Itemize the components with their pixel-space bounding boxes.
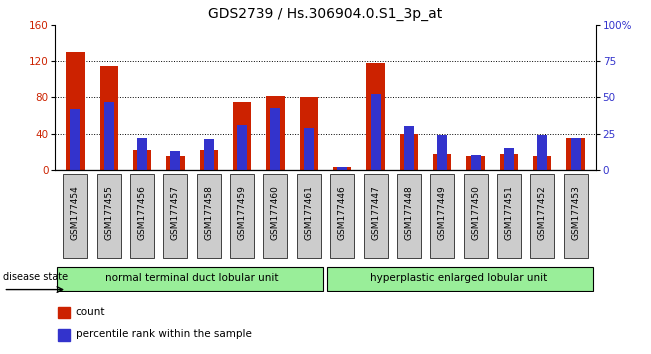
Bar <box>533 156 551 170</box>
Text: GSM177450: GSM177450 <box>471 185 480 240</box>
Bar <box>66 52 85 170</box>
FancyBboxPatch shape <box>264 173 288 258</box>
Text: GSM177452: GSM177452 <box>538 185 547 240</box>
Bar <box>137 138 147 170</box>
Bar <box>504 148 514 170</box>
Bar <box>166 156 185 170</box>
Bar <box>337 167 347 170</box>
Text: GSM177448: GSM177448 <box>404 185 413 240</box>
Bar <box>571 138 581 170</box>
Bar <box>70 109 80 170</box>
Bar <box>370 95 381 170</box>
FancyBboxPatch shape <box>497 173 521 258</box>
FancyBboxPatch shape <box>230 173 254 258</box>
Text: percentile rank within the sample: percentile rank within the sample <box>76 329 251 339</box>
Text: GSM177461: GSM177461 <box>304 185 313 240</box>
Text: disease state: disease state <box>3 272 68 282</box>
Bar <box>100 65 118 170</box>
Text: GSM177458: GSM177458 <box>204 185 214 240</box>
Text: hyperplastic enlarged lobular unit: hyperplastic enlarged lobular unit <box>370 273 547 283</box>
Text: GSM177451: GSM177451 <box>505 185 514 240</box>
FancyBboxPatch shape <box>363 173 387 258</box>
Bar <box>133 150 151 170</box>
Bar <box>537 135 547 170</box>
Text: GSM177453: GSM177453 <box>571 185 580 240</box>
Text: normal terminal duct lobular unit: normal terminal duct lobular unit <box>105 273 279 283</box>
FancyBboxPatch shape <box>57 267 323 291</box>
Bar <box>299 97 318 170</box>
FancyBboxPatch shape <box>531 173 554 258</box>
Bar <box>304 128 314 170</box>
Text: GSM177449: GSM177449 <box>437 185 447 240</box>
Text: GSM177459: GSM177459 <box>238 185 247 240</box>
Bar <box>367 63 385 170</box>
FancyBboxPatch shape <box>330 173 354 258</box>
Bar <box>433 154 451 170</box>
Text: GSM177455: GSM177455 <box>104 185 113 240</box>
Bar <box>58 329 70 341</box>
Bar <box>200 150 218 170</box>
FancyBboxPatch shape <box>197 173 221 258</box>
Text: GSM177454: GSM177454 <box>71 185 80 240</box>
Text: count: count <box>76 307 105 317</box>
Bar <box>437 135 447 170</box>
Bar <box>500 154 518 170</box>
Bar <box>237 125 247 170</box>
FancyBboxPatch shape <box>163 173 187 258</box>
Text: GSM177457: GSM177457 <box>171 185 180 240</box>
Bar <box>404 126 414 170</box>
Bar <box>566 138 585 170</box>
FancyBboxPatch shape <box>397 173 421 258</box>
Bar <box>204 139 214 170</box>
Bar <box>266 96 284 170</box>
Text: GSM177446: GSM177446 <box>338 185 347 240</box>
FancyBboxPatch shape <box>63 173 87 258</box>
Title: GDS2739 / Hs.306904.0.S1_3p_at: GDS2739 / Hs.306904.0.S1_3p_at <box>208 7 443 21</box>
FancyBboxPatch shape <box>564 173 588 258</box>
FancyBboxPatch shape <box>97 173 120 258</box>
Bar <box>270 108 281 170</box>
FancyBboxPatch shape <box>464 173 488 258</box>
Bar <box>333 167 352 170</box>
Bar <box>58 307 70 318</box>
Bar <box>233 102 251 170</box>
Text: GSM177460: GSM177460 <box>271 185 280 240</box>
FancyBboxPatch shape <box>130 173 154 258</box>
FancyBboxPatch shape <box>327 267 593 291</box>
Bar <box>471 155 480 170</box>
Bar <box>400 133 418 170</box>
Bar <box>171 151 180 170</box>
FancyBboxPatch shape <box>430 173 454 258</box>
Bar <box>104 102 114 170</box>
Text: GSM177456: GSM177456 <box>137 185 146 240</box>
FancyBboxPatch shape <box>297 173 321 258</box>
Text: GSM177447: GSM177447 <box>371 185 380 240</box>
Bar <box>466 156 485 170</box>
